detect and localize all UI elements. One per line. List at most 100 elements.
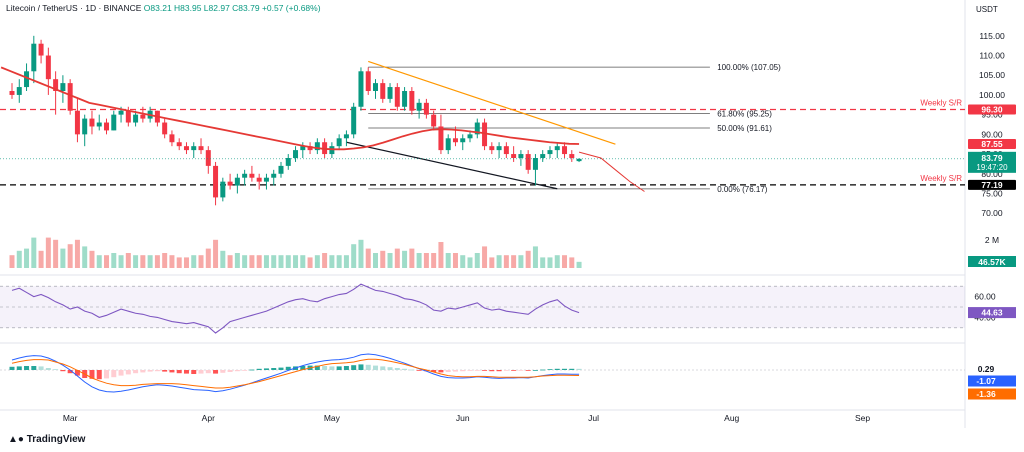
- volume-bar: [53, 239, 59, 268]
- rsi-line: [11, 283, 580, 334]
- macd-histogram-bar: [409, 369, 415, 371]
- candle-body: [140, 114, 146, 119]
- candle-body: [176, 142, 182, 147]
- candle-body: [569, 154, 575, 158]
- macd-histogram-bar: [351, 365, 357, 370]
- volume-bar: [503, 255, 509, 268]
- volume-bar: [387, 253, 393, 268]
- x-tick-label: Jun: [456, 413, 470, 423]
- candle-body: [343, 134, 349, 139]
- volume-bar: [162, 253, 168, 268]
- volume-bar: [467, 257, 473, 268]
- macd-histogram-bar: [31, 366, 37, 370]
- candle-body: [314, 142, 320, 151]
- candle-body: [540, 154, 546, 158]
- macd-histogram-bar: [104, 370, 110, 379]
- candle-body: [474, 122, 480, 135]
- macd-histogram-bar: [322, 366, 328, 370]
- candle-body: [380, 83, 386, 99]
- candle-body: [496, 146, 502, 151]
- y-tick-label: 70.00: [981, 208, 1003, 218]
- volume-bar: [540, 257, 546, 268]
- volume-bar: [31, 237, 37, 268]
- candle-body: [409, 91, 415, 111]
- candle-body: [576, 158, 582, 162]
- volume-bar: [394, 248, 400, 268]
- volume-bar: [176, 257, 182, 268]
- macd-histogram-bar: [263, 368, 269, 370]
- candle-body: [263, 177, 269, 182]
- macd-histogram-bar: [496, 370, 502, 372]
- x-tick-label: Sep: [855, 413, 870, 423]
- macd-histogram-bar: [300, 366, 306, 370]
- volume-bar: [423, 253, 429, 268]
- symbol-title: Litecoin / TetherUS · 1D · BINANCE: [6, 3, 142, 13]
- volume-bar: [358, 239, 364, 268]
- candle-body: [336, 138, 342, 147]
- candle-body: [554, 146, 560, 151]
- macd-histogram-bar: [394, 368, 400, 370]
- candle-body: [227, 181, 233, 186]
- candle-body: [285, 158, 291, 166]
- candle-body: [532, 158, 538, 170]
- candle-body: [489, 146, 495, 151]
- volume-bar: [140, 255, 146, 268]
- macd-histogram-bar: [511, 370, 517, 371]
- y-tick-label: 115.00: [979, 31, 1005, 41]
- candle-body: [67, 83, 73, 111]
- macd-histogram-bar: [431, 370, 437, 372]
- volume-bar: [147, 255, 153, 268]
- currency-label[interactable]: USDT: [976, 5, 998, 14]
- volume-bar: [242, 255, 248, 268]
- candle-body: [467, 134, 473, 139]
- macd-histogram-bar: [24, 366, 30, 370]
- macd-histogram-bar: [518, 370, 524, 371]
- volume-bar: [402, 250, 408, 268]
- candle-body: [562, 146, 568, 155]
- volume-bar: [431, 253, 437, 268]
- volume-bar: [293, 255, 299, 268]
- weekly-upper-price-tag-bg: [968, 104, 1016, 115]
- volume-axis-label: 2 M: [985, 235, 999, 245]
- candle-body: [278, 165, 284, 174]
- macd-histogram-bar: [67, 370, 73, 374]
- candle-body: [249, 173, 255, 178]
- volume-bar: [249, 255, 255, 268]
- last-price-tag: 83.79: [981, 153, 1003, 163]
- volume-bar: [547, 257, 553, 268]
- fib-level-label: 50.00% (91.61): [717, 124, 772, 133]
- volume-bar: [329, 255, 335, 268]
- volume-bar: [460, 255, 466, 268]
- volume-bar: [213, 239, 219, 268]
- volume-bar: [511, 255, 517, 268]
- macd-histogram-bar: [125, 370, 131, 375]
- volume-bar: [300, 255, 306, 268]
- moving-average-line: [0, 66, 580, 151]
- candle-body: [82, 118, 88, 135]
- candle-body: [256, 177, 262, 182]
- volume-bar: [96, 255, 102, 268]
- macd-histogram-bar: [45, 368, 51, 370]
- macd-histogram-bar: [474, 370, 480, 371]
- macd-histogram-bar: [169, 370, 175, 373]
- ma-price-tag-bg: [968, 139, 1016, 150]
- volume-bar: [489, 257, 495, 268]
- volume-bar: [445, 253, 451, 268]
- y-tick-label: 90.00: [981, 129, 1003, 139]
- macd-histogram-bar: [256, 368, 262, 370]
- rsi-value-tag-bg: [968, 307, 1016, 319]
- macd-histogram-bar: [38, 366, 44, 370]
- fib-level-label: 100.00% (107.05): [717, 63, 781, 72]
- volume-bar: [154, 255, 160, 268]
- candle-body: [118, 110, 124, 115]
- candle-body: [183, 146, 189, 151]
- candle-body: [96, 122, 102, 127]
- volume-bar: [45, 237, 51, 268]
- candle-body: [460, 138, 466, 143]
- weekly-upper-price-tag: 96.30: [981, 105, 1003, 115]
- volume-bar: [271, 255, 277, 268]
- candle-body: [198, 146, 204, 151]
- volume-bar: [416, 253, 422, 268]
- y-tick-label: 75.00: [981, 188, 1003, 198]
